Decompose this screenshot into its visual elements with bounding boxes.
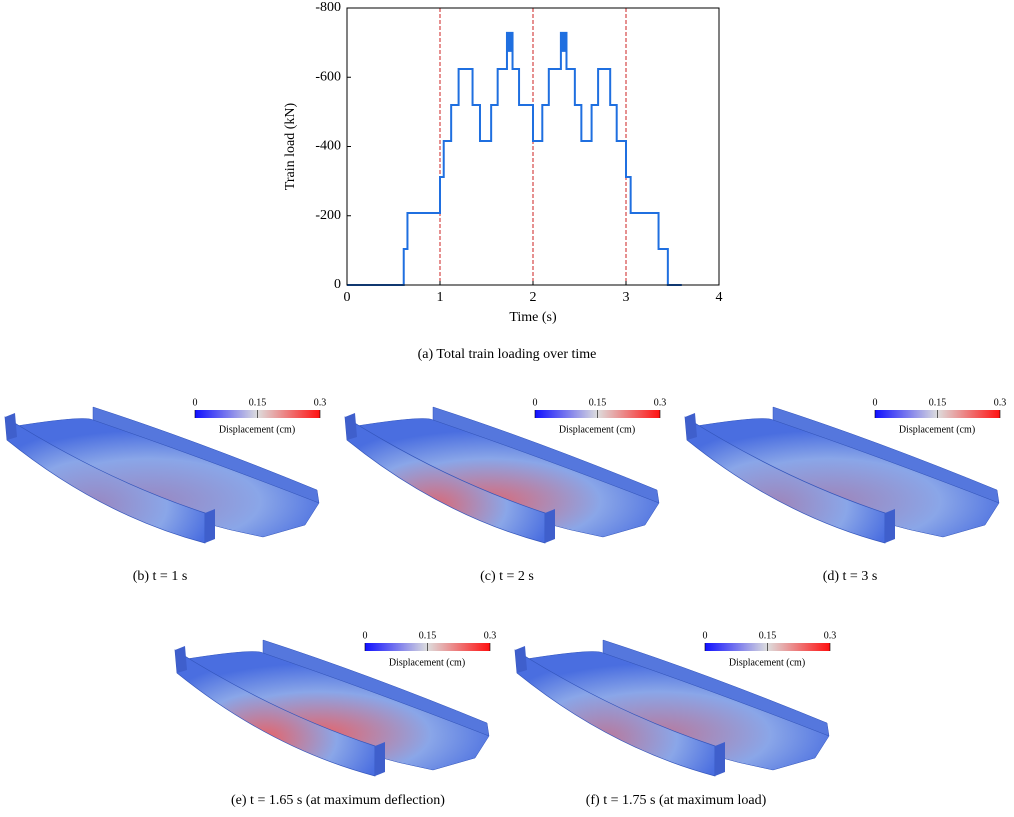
panel-caption: (f) t = 1.75 s (at maximum load) bbox=[586, 793, 767, 808]
plot-frame bbox=[346, 7, 720, 286]
y-tick-label: 0 bbox=[334, 277, 341, 292]
colorbar-label: Displacement (cm) bbox=[219, 424, 295, 435]
caption: (a) Total train loading over time bbox=[418, 347, 597, 362]
bridge-render bbox=[514, 639, 830, 777]
colorbar-tick-label: 0.3 bbox=[654, 397, 667, 408]
colorbar-tick-label: 0 bbox=[703, 630, 708, 641]
colorbar-label: Displacement (cm) bbox=[729, 657, 805, 668]
colorbar-tick-label: 0 bbox=[873, 397, 878, 408]
y-axis-label: Train load (kN) bbox=[283, 102, 298, 190]
panel-caption: (d) t = 3 s bbox=[823, 569, 878, 584]
front-girder bbox=[514, 649, 716, 777]
y-tick-label: -400 bbox=[315, 139, 341, 154]
colorbar-tick-label: 0.3 bbox=[314, 397, 327, 408]
colorbar-tick-label: 0.3 bbox=[994, 397, 1007, 408]
colorbar-tick-label: 0.15 bbox=[929, 397, 947, 408]
panel-caption: (c) t = 2 s bbox=[480, 569, 534, 584]
colorbar-label: Displacement (cm) bbox=[899, 424, 975, 435]
y-tick-label: -200 bbox=[315, 208, 341, 223]
colorbar-tick-label: 0 bbox=[193, 397, 198, 408]
front-girder bbox=[684, 416, 886, 544]
x-tick-label: 2 bbox=[530, 290, 537, 305]
colorbar-tick-label: 0.15 bbox=[249, 397, 267, 408]
colorbar-tick-label: 0 bbox=[363, 630, 368, 641]
colorbar-tick-label: 0 bbox=[533, 397, 538, 408]
x-tick-label: 4 bbox=[716, 290, 723, 305]
colorbar-tick-label: 0.3 bbox=[484, 630, 497, 641]
x-tick-label: 0 bbox=[344, 290, 351, 305]
colorbar-tick-label: 0.15 bbox=[759, 630, 777, 641]
x-tick-label: 1 bbox=[437, 290, 444, 305]
x-tick-label: 3 bbox=[623, 290, 630, 305]
colorbar-tick-label: 0.3 bbox=[824, 630, 837, 641]
panel-caption: (e) t = 1.65 s (at maximum deflection) bbox=[231, 793, 445, 808]
bridge-render bbox=[174, 639, 490, 777]
bridge-render bbox=[684, 406, 1000, 544]
y-tick-label: -600 bbox=[315, 69, 341, 84]
y-tick-label: -800 bbox=[315, 0, 341, 15]
colorbar-tick-label: 0.15 bbox=[419, 630, 437, 641]
colorbar-tick-label: 0.15 bbox=[589, 397, 607, 408]
bridge-render bbox=[344, 406, 660, 544]
bridge-render bbox=[4, 406, 320, 544]
x-axis-label: Time (s) bbox=[509, 310, 557, 325]
front-girder bbox=[4, 416, 206, 544]
colorbar-label: Displacement (cm) bbox=[559, 424, 635, 435]
colorbar-label: Displacement (cm) bbox=[389, 657, 465, 668]
front-girder bbox=[344, 416, 546, 544]
line bbox=[347, 31, 682, 286]
panel-caption: (b) t = 1 s bbox=[133, 569, 188, 584]
front-girder bbox=[174, 649, 376, 777]
